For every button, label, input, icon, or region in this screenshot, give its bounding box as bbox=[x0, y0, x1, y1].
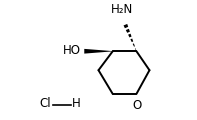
Text: O: O bbox=[132, 99, 142, 112]
Polygon shape bbox=[133, 43, 135, 47]
Polygon shape bbox=[128, 34, 132, 37]
Text: Cl: Cl bbox=[39, 97, 51, 111]
Text: H: H bbox=[72, 97, 81, 111]
Text: HO: HO bbox=[63, 44, 81, 57]
Text: H₂N: H₂N bbox=[111, 3, 133, 16]
Polygon shape bbox=[84, 49, 113, 54]
Polygon shape bbox=[124, 24, 128, 28]
Polygon shape bbox=[130, 39, 133, 42]
Polygon shape bbox=[126, 29, 130, 33]
Polygon shape bbox=[135, 48, 137, 51]
